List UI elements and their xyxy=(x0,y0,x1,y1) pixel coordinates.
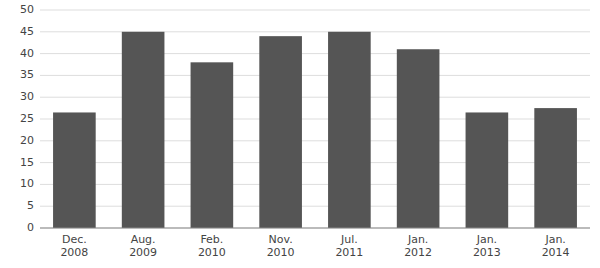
grid-line xyxy=(40,10,590,11)
y-axis: 0 5 10 15 20 25 30 35 40 45 50 xyxy=(20,3,34,234)
x-tick-label: Feb.2010 xyxy=(198,233,226,259)
bar xyxy=(534,108,577,228)
x-tick-label: Jan.2013 xyxy=(473,233,501,259)
chart-container: 0 5 10 15 20 25 30 35 40 45 50 Dec.2008 Aug.2009 Feb.… xyxy=(0,0,600,268)
x-tick-label: Jan.2014 xyxy=(542,233,570,259)
page: {"chart_data": {"type": "bar", "categori… xyxy=(0,0,600,268)
grid xyxy=(40,10,590,228)
bar xyxy=(53,112,96,228)
bar xyxy=(122,32,165,228)
y-tick-label: 25 xyxy=(20,112,34,125)
x-tick-label: Nov.2010 xyxy=(267,233,295,259)
x-tick-label: Jan.2012 xyxy=(404,233,432,259)
y-tick-label: 0 xyxy=(27,221,34,234)
y-tick-label: 10 xyxy=(20,177,34,190)
bar xyxy=(328,32,371,228)
x-tick-label: Jul.2011 xyxy=(335,233,363,259)
bars xyxy=(53,32,577,228)
x-axis-line xyxy=(40,228,590,229)
plot-area xyxy=(40,10,590,228)
chart-svg: 0 5 10 15 20 25 30 35 40 45 50 Dec.2008 Aug.2009 Feb.… xyxy=(0,0,600,268)
y-tick-label: 40 xyxy=(20,47,34,60)
x-tick-label: Aug.2009 xyxy=(129,233,157,259)
y-tick-label: 30 xyxy=(20,90,34,103)
y-tick-label: 35 xyxy=(20,68,34,81)
y-tick-label: 5 xyxy=(27,199,34,212)
x-axis: Dec.2008 Aug.2009 Feb.2010 Nov.2010 Jul.2011… xyxy=(60,233,569,259)
x-tick-label: Dec.2008 xyxy=(60,233,88,259)
bar xyxy=(191,62,234,228)
grid-line xyxy=(40,228,590,229)
bar xyxy=(466,112,509,228)
y-tick-label: 15 xyxy=(20,156,34,169)
y-tick-label: 20 xyxy=(20,134,34,147)
y-tick-label: 45 xyxy=(20,25,34,38)
bar xyxy=(259,36,302,228)
y-tick-label: 50 xyxy=(20,3,34,16)
bar xyxy=(397,49,440,228)
